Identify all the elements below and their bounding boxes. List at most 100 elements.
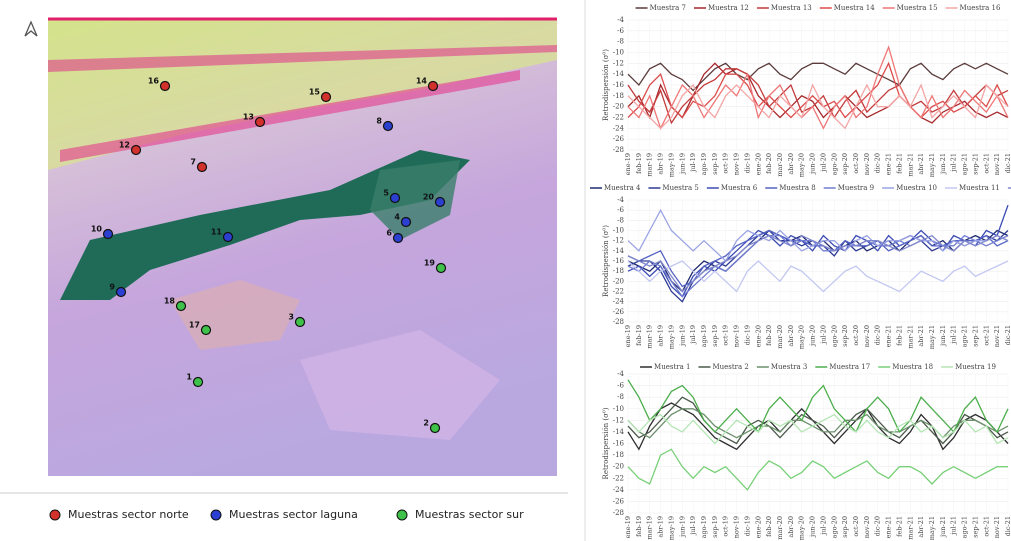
x-tick-label: jul-19 — [689, 325, 697, 345]
series-line — [628, 403, 1008, 449]
x-tick-label: mar-21 — [906, 325, 914, 349]
sample-point — [391, 194, 400, 203]
x-tick-label: jun-20 — [809, 325, 817, 347]
sample-label: 2 — [423, 419, 429, 428]
x-tick-label: jul-19 — [689, 153, 697, 173]
x-tick-label: dic-19 — [743, 325, 751, 345]
x-tick-label: jul-21 — [950, 325, 958, 345]
y-tick-label: -18 — [613, 451, 624, 459]
sample-point — [104, 230, 113, 239]
sample-point — [194, 378, 203, 387]
x-tick-label: oct-21 — [982, 153, 990, 174]
y-tick-label: -28 — [613, 318, 624, 326]
y-tick-label: -10 — [613, 227, 624, 235]
sample-point — [431, 424, 440, 433]
sample-point — [384, 122, 393, 131]
sample-label: 5 — [383, 189, 389, 198]
x-tick-label: abr-21 — [917, 153, 925, 175]
x-tick-label: sep-19 — [711, 153, 719, 175]
x-tick-label: mar-19 — [646, 516, 654, 540]
x-tick-label: jun-20 — [809, 153, 817, 175]
x-tick-label: sep-21 — [971, 325, 979, 347]
y-tick-label: -28 — [613, 509, 624, 517]
y-tick-label: -16 — [613, 257, 625, 265]
y-tick-label: -6 — [617, 27, 624, 35]
y-tick-label: -26 — [613, 497, 625, 505]
x-tick-label: nov-20 — [863, 516, 871, 538]
x-tick-label: jul-20 — [819, 153, 827, 173]
sample-label: 1 — [186, 373, 192, 382]
y-tick-label: -26 — [613, 308, 625, 316]
y-tick-label: -20 — [613, 463, 624, 471]
sample-label: 4 — [394, 213, 400, 222]
x-tick-label: ene-19 — [624, 325, 632, 347]
y-axis-label: Retrodispersión (σ⁰) — [602, 49, 610, 121]
sample-point — [322, 93, 331, 102]
y-tick-label: -10 — [613, 49, 624, 57]
x-tick-label: oct-19 — [722, 516, 730, 537]
sample-point — [224, 233, 233, 242]
x-tick-label: mar-20 — [776, 325, 784, 349]
legend-label: Muestra 8 — [779, 184, 815, 192]
x-tick-label: jul-20 — [819, 325, 827, 345]
x-tick-label: nov-21 — [993, 516, 1001, 538]
sample-label: 17 — [189, 321, 200, 330]
legend-label: Muestra 17 — [829, 363, 870, 371]
sample-label: 7 — [190, 158, 196, 167]
x-tick-label: mar-20 — [776, 516, 784, 540]
x-tick-label: dic-21 — [1004, 516, 1011, 536]
x-tick-label: ago-21 — [961, 516, 969, 538]
x-tick-label: nov-21 — [993, 153, 1001, 175]
x-tick-label: sep-20 — [841, 325, 849, 347]
x-tick-label: mar-20 — [776, 153, 784, 177]
x-tick-label: sep-21 — [971, 153, 979, 175]
x-tick-label: oct-20 — [852, 516, 860, 537]
x-tick-label: nov-21 — [993, 325, 1001, 347]
y-tick-label: -14 — [613, 247, 625, 255]
x-tick-label: may-21 — [928, 325, 936, 349]
sample-point — [436, 198, 445, 207]
x-tick-label: ene-19 — [624, 153, 632, 175]
y-tick-label: -8 — [617, 393, 624, 401]
x-tick-label: sep-19 — [711, 325, 719, 347]
sample-label: 15 — [309, 88, 321, 97]
x-tick-label: ene-20 — [754, 325, 762, 347]
x-tick-label: ago-19 — [700, 516, 708, 538]
x-tick-label: ene-19 — [624, 516, 632, 538]
x-tick-label: abr-20 — [787, 153, 795, 175]
x-tick-label: dic-20 — [874, 325, 882, 345]
x-tick-label: feb-20 — [765, 325, 773, 346]
legend-label: Muestra 16 — [960, 4, 1001, 12]
x-tick-label: may-20 — [798, 153, 806, 177]
legend-label: Muestra 18 — [892, 363, 933, 371]
x-tick-label: jun-21 — [939, 153, 947, 175]
sample-label: 11 — [211, 228, 223, 237]
y-tick-label: -14 — [613, 70, 625, 78]
figure: 1615141312785204610119191817312Muestras … — [0, 0, 1011, 541]
x-tick-label: ene-21 — [885, 325, 893, 347]
y-axis-label: Retrodispersión (σ⁰) — [602, 407, 610, 479]
x-tick-label: dic-19 — [743, 153, 751, 173]
x-tick-label: jun-19 — [678, 325, 686, 347]
y-tick-label: -24 — [613, 486, 625, 494]
sample-label: 6 — [386, 229, 392, 238]
x-tick-label: mar-19 — [646, 325, 654, 349]
map — [48, 18, 557, 476]
x-tick-label: feb-20 — [765, 516, 773, 537]
x-tick-label: sep-20 — [841, 516, 849, 538]
y-tick-label: -8 — [617, 216, 624, 224]
y-tick-label: -28 — [613, 146, 624, 154]
series-line — [628, 47, 1008, 128]
x-tick-label: abr-21 — [917, 516, 925, 538]
x-tick-label: abr-21 — [917, 325, 925, 347]
sample-point — [437, 264, 446, 273]
x-tick-label: may-20 — [798, 325, 806, 349]
x-tick-label: ago-20 — [830, 325, 838, 347]
sample-point — [177, 302, 186, 311]
sample-point — [256, 118, 265, 127]
y-tick-label: -22 — [613, 114, 624, 122]
x-tick-label: may-19 — [667, 516, 675, 540]
y-tick-label: -14 — [613, 428, 625, 436]
y-tick-label: -12 — [613, 59, 624, 67]
